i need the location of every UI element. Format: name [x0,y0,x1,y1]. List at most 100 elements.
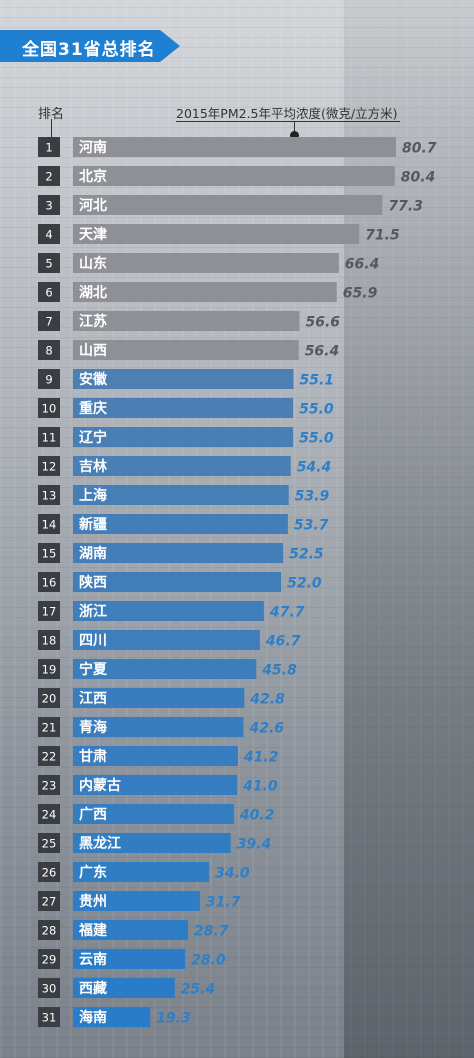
unit-pointer [294,121,295,133]
rank-box [38,949,60,969]
rank-box [38,137,60,157]
bar [73,862,210,882]
bar [73,746,238,766]
rank-number: 14 [42,518,57,532]
rank-box [38,427,60,447]
bar [73,920,188,940]
bar-value-label: 47.7 [269,605,305,621]
bar-row: 11 辽宁 55.0 [38,427,334,447]
rank-number: 17 [42,605,57,619]
bar-row: 22 甘肃 41.2 [38,746,278,766]
bar [73,195,383,215]
rank-box [38,224,60,244]
rank-box [38,659,60,679]
rank-box [38,311,60,331]
rank-box [38,862,60,882]
rank-number: 20 [42,692,57,706]
rank-number: 19 [42,663,57,677]
page-title: 全国31省总排名 [22,40,156,60]
bar-value-label: 66.4 [345,257,380,273]
bar-category-label: 云南 [79,951,107,968]
bar-value-label: 53.7 [294,518,329,534]
bar-value-label: 19.3 [156,1011,191,1027]
rank-box [38,369,60,389]
bar-value-label: 80.4 [401,170,436,186]
rank-box [38,1007,60,1027]
rank-number: 12 [42,460,57,474]
bar-category-label: 上海 [79,487,107,504]
bar-value-label: 52.5 [289,547,324,563]
bar-value-label: 80.7 [402,141,437,157]
rank-box [38,456,60,476]
bar [73,253,339,273]
rank-box [38,543,60,563]
bar-category-label: 吉林 [79,458,107,475]
rank-box [38,485,60,505]
bar-row: 16 陕西 52.0 [38,572,322,592]
bar [73,891,200,911]
bar-row: 21 青海 42.6 [38,717,284,737]
rank-number: 7 [45,315,52,329]
value-axis-label: 2015年PM2.5年平均浓度(微克/立方米) [176,106,398,121]
bar-value-label: 71.5 [365,228,400,244]
bar-category-label: 湖北 [79,285,107,301]
bar-value-label: 40.2 [239,808,275,824]
bar-row: 24 广西 40.2 [38,804,274,824]
bar-category-label: 湖南 [79,545,107,562]
rank-number: 5 [45,257,52,271]
bar [73,224,360,244]
bar [73,514,288,534]
rank-box [38,572,60,592]
bar-row: 29 云南 28.0 [38,949,226,969]
bar-category-label: 山西 [79,343,107,359]
bar-category-label: 广东 [79,864,107,881]
rank-number: 3 [45,199,52,213]
bar-category-label: 浙江 [79,603,107,620]
bar-category-label: 海南 [79,1009,107,1026]
bar-value-label: 28.7 [194,924,229,940]
bar-value-label: 55.0 [299,402,334,418]
bar-category-label: 陕西 [79,574,107,591]
bar-value-label: 41.2 [243,750,279,766]
bar-value-label: 55.1 [300,373,335,389]
bar-row: 13 上海 53.9 [38,485,330,505]
rank-box [38,717,60,737]
bar [73,775,238,795]
rank-box [38,630,60,650]
bar-row: 20 江西 42.8 [38,688,285,708]
bar-value-label: 53.9 [295,489,330,505]
rank-box [38,340,60,360]
rank-box [38,166,60,186]
bar-row: 26 广东 34.0 [38,862,250,882]
bar-category-label: 内蒙古 [79,777,121,794]
bar-category-label: 甘肃 [79,748,107,765]
bar-value-label: 25.4 [181,982,216,998]
bar [73,166,395,186]
rank-number: 29 [42,953,57,967]
bar-value-label: 42.8 [249,692,285,708]
bar-value-label: 39.4 [237,837,272,853]
rank-box [38,601,60,621]
bar-value-label: 55.0 [299,431,334,447]
bar [73,833,231,853]
bar-row: 17 浙江 47.7 [38,601,305,621]
bar-value-label: 56.6 [306,315,341,331]
rank-heading-pointer [51,119,52,137]
bar [73,427,294,447]
bar-value-label: 77.3 [388,199,423,215]
rank-number: 24 [42,808,57,822]
bar-category-label: 安徽 [79,371,108,388]
bar-value-label: 34.0 [215,866,250,882]
rank-box [38,195,60,215]
bar-category-label: 四川 [79,633,107,649]
title-banner [0,30,180,62]
rank-box [38,804,60,824]
bar-row: 15 湖南 52.5 [38,543,324,563]
bar [73,717,244,737]
bar [73,543,284,563]
bar-value-label: 31.7 [206,895,241,911]
bar-row: 4 天津 71.5 [38,224,400,244]
bar [73,456,291,476]
rank-number: 21 [42,721,57,735]
